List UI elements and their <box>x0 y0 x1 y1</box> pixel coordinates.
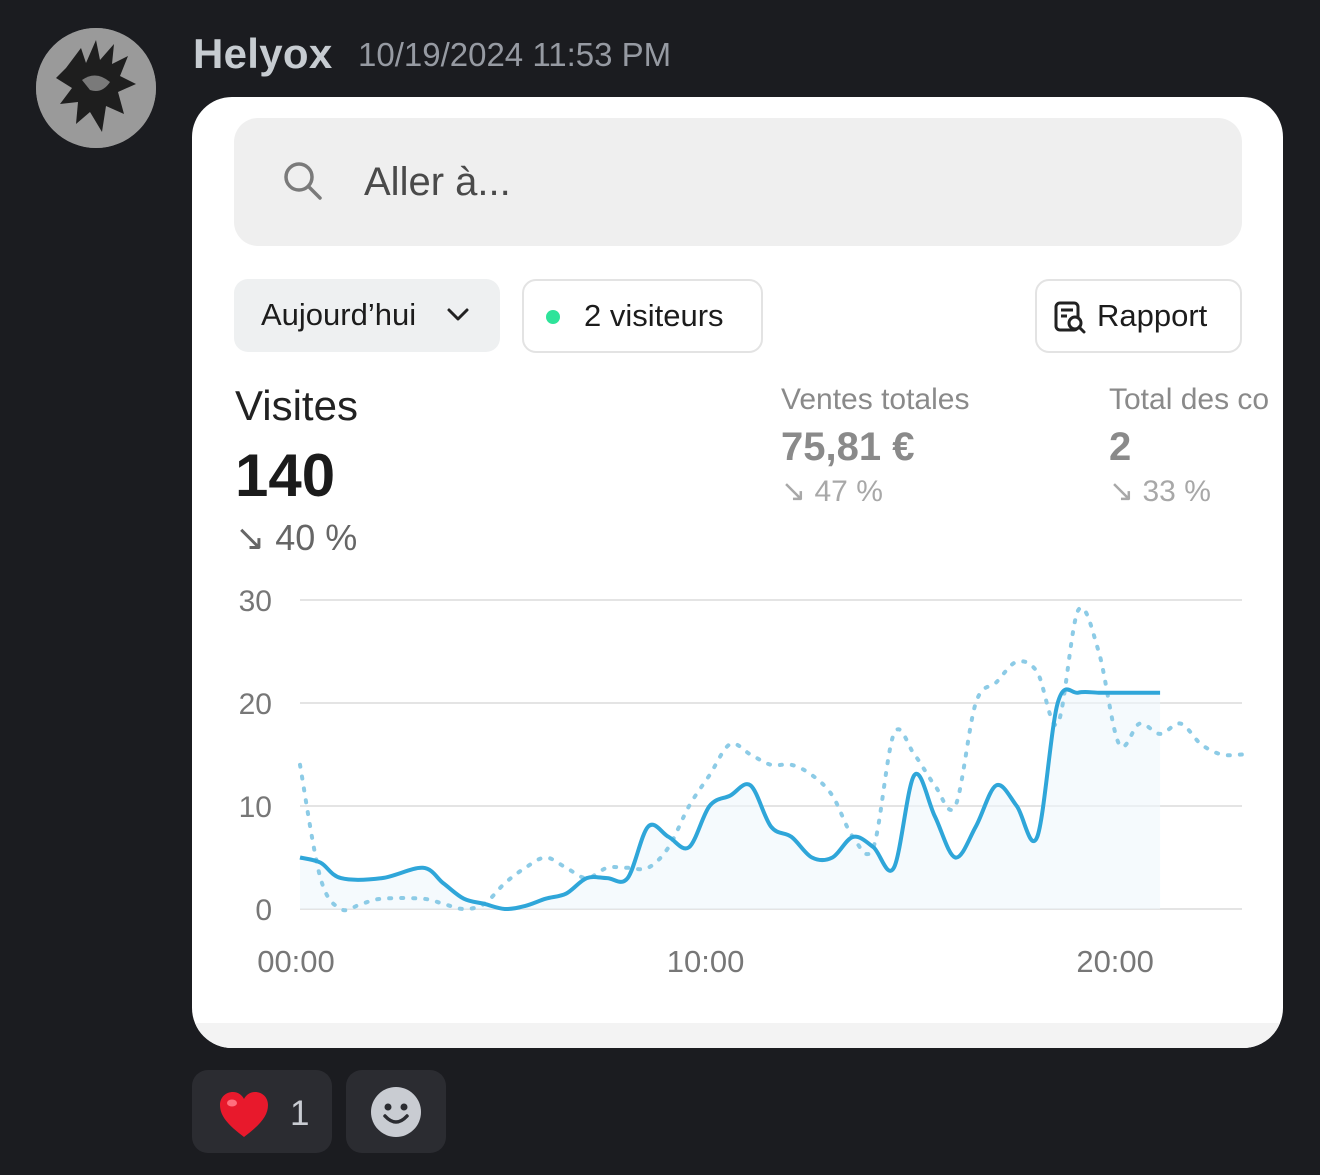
period-label: Aujourd’hui <box>261 297 417 332</box>
visits-chart: 0 10 20 30 00:00 10:00 20:00 <box>239 585 1244 979</box>
trend-down-icon: ↘ <box>781 475 807 508</box>
visitors-label: 2 visiteurs <box>584 298 724 333</box>
heart-reaction-count: 1 <box>290 1094 310 1133</box>
series-line-current <box>299 687 1161 912</box>
message-timestamp: 10/19/2024 11:53 PM <box>358 36 672 73</box>
x-tick-label: 20:00 <box>1076 944 1154 979</box>
live-visitors-button[interactable]: 2 visiteurs <box>522 279 763 353</box>
y-tick-label: 0 <box>255 894 272 927</box>
orders-label: Total des co <box>1109 383 1270 416</box>
sales-change-value: 47 % <box>814 475 883 508</box>
report-icon <box>1054 301 1086 334</box>
y-tick-label: 20 <box>239 688 272 721</box>
smiley-icon <box>371 1087 421 1137</box>
add-reaction-button[interactable] <box>346 1070 446 1153</box>
heart-icon <box>220 1092 268 1137</box>
series-line-previous <box>298 605 1244 913</box>
report-button[interactable]: Rapport <box>1035 279 1242 353</box>
message-author[interactable]: Helyox <box>193 30 333 77</box>
card-footer <box>192 1023 1283 1048</box>
orders-change: ↘ 33 % <box>1109 474 1211 509</box>
series-area <box>300 689 1161 910</box>
reaction-heart[interactable]: 1 <box>192 1070 332 1153</box>
y-tick-label: 30 <box>239 585 272 618</box>
x-tick-label: 00:00 <box>257 944 335 979</box>
visits-change: ↘ 40 % <box>235 517 357 559</box>
search-icon <box>284 162 322 200</box>
sales-value: 75,81 € <box>781 425 915 469</box>
y-tick-label: 10 <box>239 791 272 824</box>
avatar[interactable] <box>36 28 156 148</box>
report-label: Rapport <box>1097 298 1208 333</box>
visits-change-value: 40 % <box>275 517 358 558</box>
period-dropdown[interactable]: Aujourd’hui <box>234 279 500 352</box>
chevron-down-icon <box>447 308 469 321</box>
visits-value: 140 <box>235 442 336 509</box>
attached-screenshot[interactable]: Aller à... Aujourd’hui 2 visiteurs Rappo… <box>192 97 1283 1048</box>
visits-label: Visites <box>235 382 358 429</box>
search-placeholder: Aller à... <box>364 160 511 204</box>
trend-down-icon: ↘ <box>1109 475 1135 508</box>
orders-change-value: 33 % <box>1142 475 1211 508</box>
sales-label: Ventes totales <box>781 383 970 416</box>
avatar-image <box>36 28 156 148</box>
search-bar[interactable]: Aller à... <box>234 118 1242 246</box>
sales-change: ↘ 47 % <box>781 474 883 509</box>
trend-down-icon: ↘ <box>235 517 266 558</box>
orders-value: 2 <box>1109 425 1132 469</box>
live-dot-icon <box>546 310 560 324</box>
x-tick-label: 10:00 <box>667 944 745 979</box>
